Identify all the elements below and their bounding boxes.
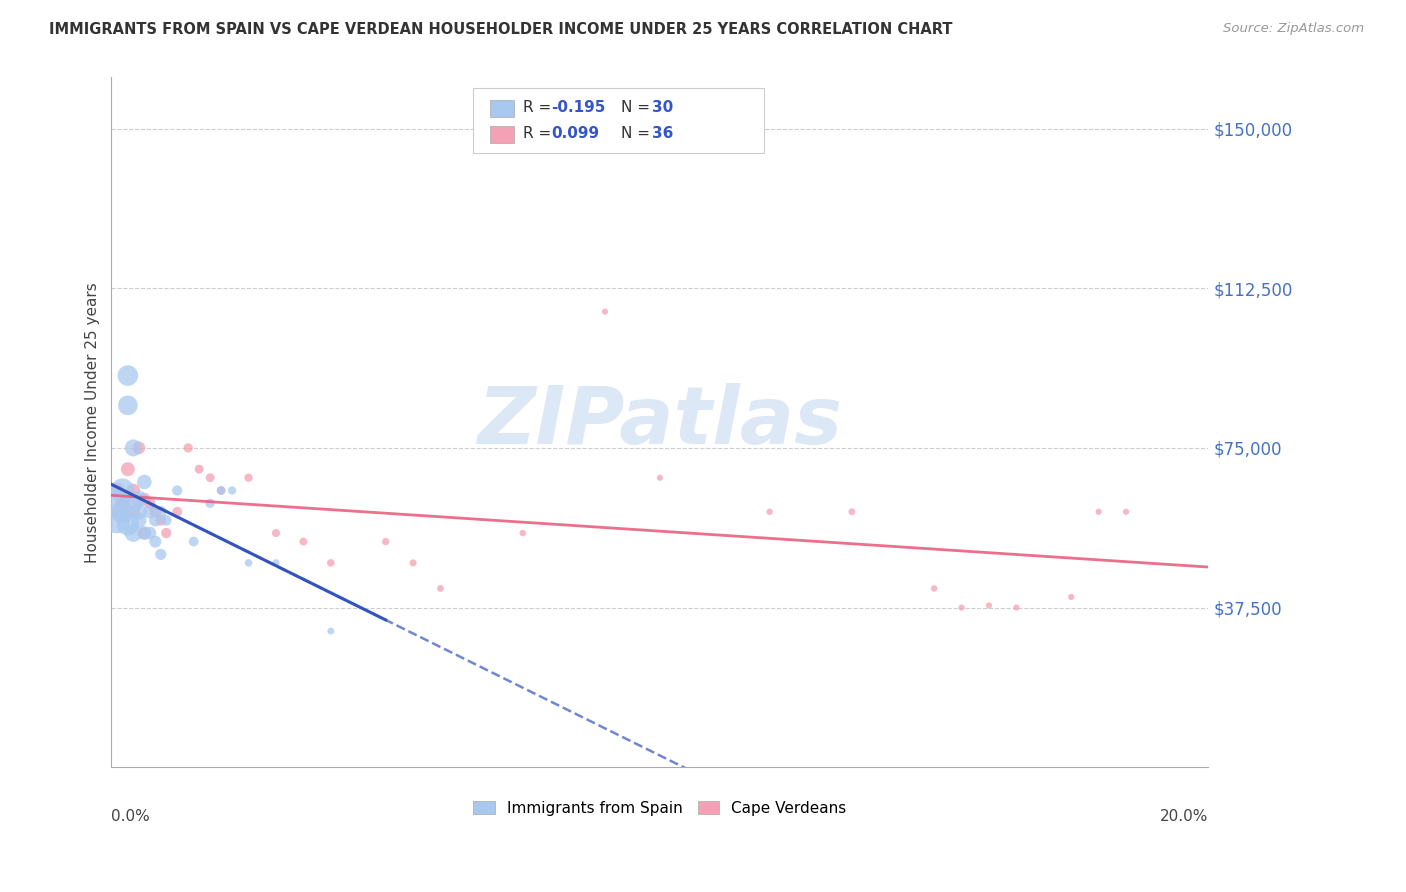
Point [143,534,166,549]
Point [143,505,166,519]
Point [149,513,172,527]
Text: IMMIGRANTS FROM SPAIN VS CAPE VERDEAN HOUSEHOLDER INCOME UNDER 25 YEARS CORRELAT: IMMIGRANTS FROM SPAIN VS CAPE VERDEAN HO… [49,22,953,37]
Point [292,534,315,549]
Point [117,368,139,383]
Point [149,505,172,519]
Point [593,304,616,318]
FancyBboxPatch shape [474,87,763,153]
Point [1005,600,1028,615]
Point [1060,590,1083,604]
Point [122,441,145,455]
Text: 36: 36 [652,126,673,141]
Point [122,483,145,498]
Text: -0.195: -0.195 [551,100,606,114]
Point [264,556,287,570]
Point [111,496,134,510]
Point [105,496,128,510]
Point [512,526,534,541]
Point [117,517,139,532]
Point [166,483,188,498]
Point [139,505,162,519]
Text: ZIPatlas: ZIPatlas [478,384,842,461]
Point [128,491,150,506]
Point [105,513,128,527]
Point [922,582,945,596]
Point [183,534,205,549]
Point [111,505,134,519]
Point [122,526,145,541]
Point [149,547,172,561]
Point [221,483,243,498]
FancyBboxPatch shape [489,126,515,143]
Point [128,441,150,455]
Point [134,526,156,541]
Legend: Immigrants from Spain, Cape Verdeans: Immigrants from Spain, Cape Verdeans [467,795,852,822]
Point [198,471,221,485]
Text: 20.0%: 20.0% [1160,809,1208,823]
Point [122,496,145,510]
Text: 0.0%: 0.0% [111,809,150,823]
Point [209,483,232,498]
Point [198,496,221,510]
Point [374,534,396,549]
Point [134,526,156,541]
Text: N =: N = [621,100,655,114]
Point [139,496,162,510]
Point [111,483,134,498]
Point [143,513,166,527]
Point [139,526,162,541]
Point [117,462,139,476]
Point [188,462,211,476]
Point [758,505,780,519]
Text: Source: ZipAtlas.com: Source: ZipAtlas.com [1223,22,1364,36]
Text: N =: N = [621,126,655,141]
Point [166,505,188,519]
Point [648,471,671,485]
Point [238,471,260,485]
Point [134,475,156,489]
Point [402,556,425,570]
Point [155,526,177,541]
Point [177,441,200,455]
Text: 0.099: 0.099 [551,126,599,141]
Point [319,556,342,570]
Point [1115,505,1137,519]
Point [319,624,342,638]
Point [209,483,232,498]
Point [122,505,145,519]
Text: R =: R = [523,100,555,114]
Point [134,491,156,506]
Point [977,599,1000,613]
Point [429,582,451,596]
Point [238,556,260,570]
Point [264,526,287,541]
Text: R =: R = [523,126,555,141]
Text: 30: 30 [652,100,673,114]
Point [950,600,973,615]
FancyBboxPatch shape [489,100,515,117]
Y-axis label: Householder Income Under 25 years: Householder Income Under 25 years [86,282,100,563]
Point [105,483,128,498]
Point [155,513,177,527]
Point [128,505,150,519]
Point [1087,505,1109,519]
Point [841,505,863,519]
Point [128,513,150,527]
Point [117,398,139,412]
